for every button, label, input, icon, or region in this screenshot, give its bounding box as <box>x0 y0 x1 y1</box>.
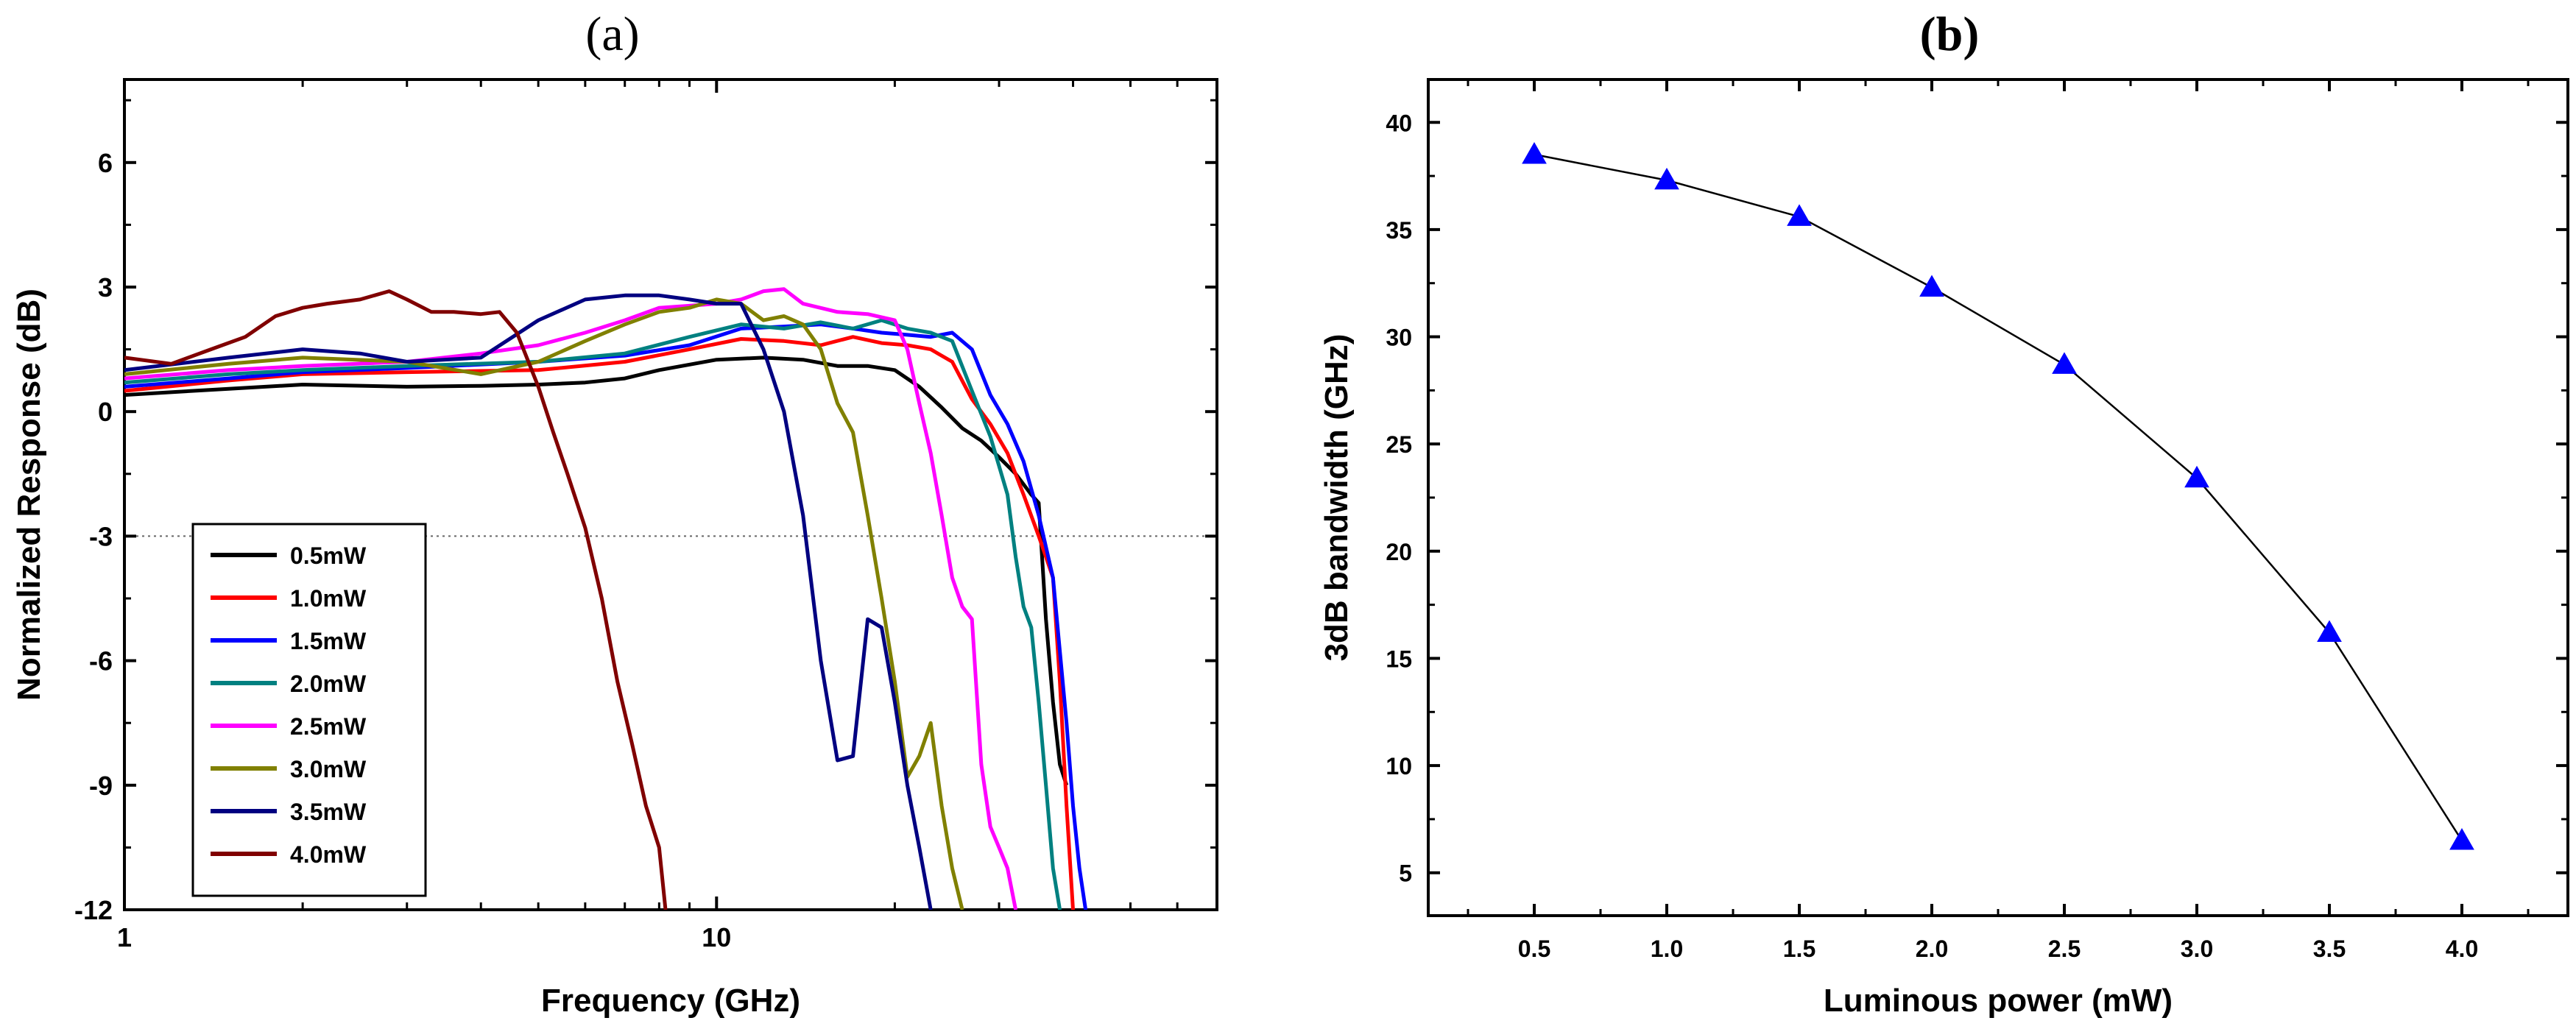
y-tick-label: 0 <box>98 397 113 427</box>
y-tick-label: -3 <box>89 521 113 551</box>
panel-a-y-axis-title: Normalized Response (dB) <box>11 289 47 701</box>
legend-label: 3.0mW <box>290 756 367 782</box>
panel-a-label: (a) <box>585 7 639 61</box>
y-tick-label: 20 <box>1386 539 1412 565</box>
data-point-triangle <box>2184 465 2209 488</box>
x-tick-label: 2.5 <box>2048 936 2081 962</box>
y-tick-label: 3 <box>98 272 113 303</box>
panel-b-y-axis-title: 3dB bandwidth (GHz) <box>1319 334 1355 662</box>
y-tick-label: 5 <box>1399 860 1412 887</box>
legend-label: 2.0mW <box>290 671 367 697</box>
panel-b: (b) 5 10 15 20 25 30 35 40 0.5 1.0 1.5 2.0 2.5 3.0 3.5… <box>1319 7 2569 1019</box>
data-point-triangle <box>1654 167 1679 190</box>
y-tick-label: 6 <box>98 148 113 178</box>
y-tick-label: 15 <box>1386 646 1412 672</box>
data-point-triangle <box>1787 204 1812 226</box>
legend-label: 1.5mW <box>290 628 367 654</box>
data-point-triangle <box>1919 275 1944 297</box>
data-point-triangle <box>2052 352 2077 374</box>
panel-b-plot-frame <box>1427 78 2569 917</box>
panel-a-x-axis-title: Frequency (GHz) <box>541 983 800 1019</box>
y-tick-label: 10 <box>1386 753 1412 779</box>
x-tick-label: 4.0 <box>2446 936 2478 962</box>
bandwidth-line <box>1534 153 2463 841</box>
legend-label: 4.0mW <box>290 841 367 868</box>
x-tick-label: 10 <box>702 922 731 952</box>
x-tick-label: 3.0 <box>2181 936 2213 962</box>
series-line-2.5mW <box>124 287 1018 910</box>
y-tick-label: 40 <box>1386 110 1412 136</box>
x-tick-label: 0.5 <box>1518 936 1550 962</box>
y-tick-label: -9 <box>89 771 113 801</box>
panel-b-x-axis-title: Luminous power (mW) <box>1824 983 2173 1019</box>
series-line-4.0mW <box>124 289 668 910</box>
x-tick-label: 1 <box>117 922 132 952</box>
legend-label: 0.5mW <box>290 542 367 569</box>
legend-label: 1.0mW <box>290 585 367 612</box>
y-tick-label: 25 <box>1386 431 1412 458</box>
legend-box <box>191 523 427 897</box>
x-tick-label: 2.0 <box>1916 936 1948 962</box>
legend-label: 2.5mW <box>290 713 367 740</box>
x-tick-label: 1.5 <box>1783 936 1815 962</box>
panel-a-plot-frame <box>123 78 1218 911</box>
y-tick-label: -12 <box>74 895 113 925</box>
legend-label: 3.5mW <box>290 799 367 825</box>
data-point-triangle <box>2317 620 2342 643</box>
x-tick-label: 1.0 <box>1651 936 1683 962</box>
data-point-triangle <box>1522 141 1547 164</box>
y-tick-label: -6 <box>89 646 113 676</box>
series-line-3.5mW <box>124 293 933 910</box>
data-point-triangle <box>2449 828 2474 850</box>
y-tick-label: 35 <box>1386 217 1412 244</box>
y-tick-label: 30 <box>1386 325 1412 351</box>
panel-a: (a) -12 -9 -6 -3 0 3 6 1 10 0.5mW 1.0mW 1.5mW 2.0mW… <box>11 7 1218 1019</box>
panel-b-label: (b) <box>1920 7 1980 61</box>
x-tick-label: 3.5 <box>2313 936 2346 962</box>
panel-a-legend: 0.5mW 1.0mW 1.5mW 2.0mW 2.5mW 3.0mW 3.5mW 4.0mW <box>191 523 427 897</box>
series-line-3.0mW <box>124 297 964 910</box>
